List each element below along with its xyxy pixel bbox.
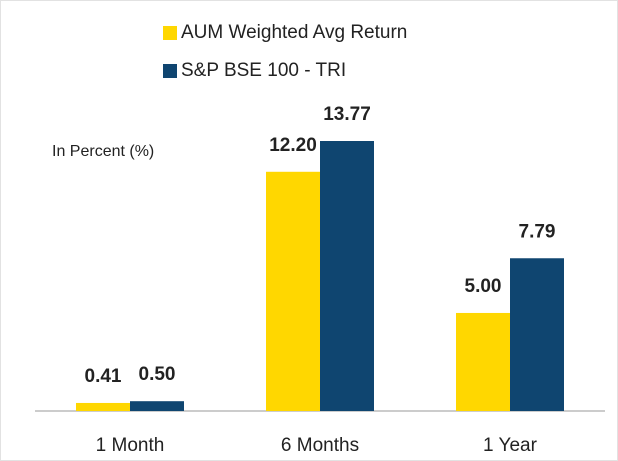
annotation: In Percent (%): [52, 143, 154, 160]
legend-label: S&P BSE 100 - TRI: [181, 60, 346, 81]
value-label: 0.50: [139, 364, 176, 385]
legend-label: AUM Weighted Avg Return: [181, 22, 407, 43]
x-tick-label: 1 Year: [483, 435, 538, 456]
bar: [510, 258, 564, 411]
value-label: 7.79: [519, 221, 556, 242]
x-tick-label: 6 Months: [281, 435, 359, 456]
bar: [320, 141, 374, 411]
legend-swatch: [163, 64, 177, 78]
value-label: 0.41: [85, 366, 122, 387]
x-tick-label: 1 Month: [96, 435, 165, 456]
bar: [76, 402, 130, 411]
value-label: 13.77: [323, 104, 371, 125]
bar: [456, 312, 510, 411]
value-label: 5.00: [465, 276, 502, 297]
bar: [130, 401, 184, 411]
legend-swatch: [163, 26, 177, 40]
value-label: 12.20: [269, 135, 317, 156]
bar: [266, 171, 320, 411]
